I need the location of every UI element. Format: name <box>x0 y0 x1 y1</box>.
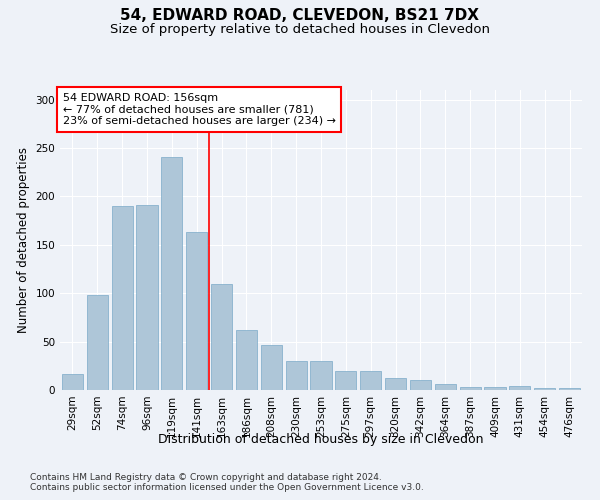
Bar <box>161 157 182 390</box>
Bar <box>236 330 257 390</box>
Bar <box>484 387 506 390</box>
Bar <box>211 284 232 390</box>
Bar <box>410 380 431 390</box>
Text: Contains public sector information licensed under the Open Government Licence v3: Contains public sector information licen… <box>30 482 424 492</box>
Bar <box>335 370 356 390</box>
Bar <box>87 295 108 390</box>
Text: Size of property relative to detached houses in Clevedon: Size of property relative to detached ho… <box>110 22 490 36</box>
Bar <box>360 370 381 390</box>
Y-axis label: Number of detached properties: Number of detached properties <box>17 147 30 333</box>
Bar <box>435 384 456 390</box>
Bar <box>310 361 332 390</box>
Bar <box>559 388 580 390</box>
Bar <box>509 386 530 390</box>
Bar <box>261 344 282 390</box>
Text: 54, EDWARD ROAD, CLEVEDON, BS21 7DX: 54, EDWARD ROAD, CLEVEDON, BS21 7DX <box>121 8 479 22</box>
Bar <box>286 361 307 390</box>
Text: 54 EDWARD ROAD: 156sqm
← 77% of detached houses are smaller (781)
23% of semi-de: 54 EDWARD ROAD: 156sqm ← 77% of detached… <box>62 93 335 126</box>
Text: Distribution of detached houses by size in Clevedon: Distribution of detached houses by size … <box>158 432 484 446</box>
Bar <box>136 205 158 390</box>
Bar <box>534 388 555 390</box>
Bar <box>186 232 207 390</box>
Bar <box>460 387 481 390</box>
Bar <box>385 378 406 390</box>
Bar <box>112 206 133 390</box>
Text: Contains HM Land Registry data © Crown copyright and database right 2024.: Contains HM Land Registry data © Crown c… <box>30 472 382 482</box>
Bar <box>62 374 83 390</box>
